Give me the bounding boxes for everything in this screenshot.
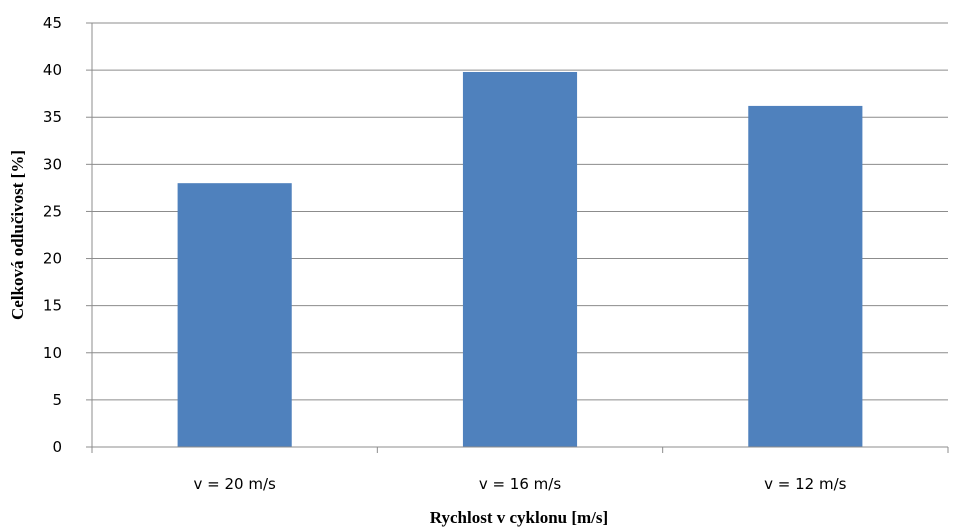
x-category-label: v = 12 m/s bbox=[764, 475, 847, 493]
y-tick-label: 35 bbox=[43, 108, 62, 126]
y-axis-title: Celková odlučivost [%] bbox=[8, 150, 27, 320]
bar bbox=[177, 183, 292, 447]
x-category-label: v = 16 m/s bbox=[479, 475, 562, 493]
y-tick-label: 10 bbox=[43, 344, 62, 362]
y-tick-label: 30 bbox=[43, 155, 62, 173]
axes bbox=[86, 22, 949, 453]
y-tick-label: 15 bbox=[43, 297, 62, 315]
bar bbox=[748, 105, 863, 447]
x-category-labels: v = 20 m/s v = 16 m/s v = 12 m/s bbox=[194, 475, 847, 493]
y-tick-label: 25 bbox=[43, 202, 62, 220]
x-category-label: v = 20 m/s bbox=[194, 475, 277, 493]
y-tick-label: 45 bbox=[43, 14, 62, 32]
y-tick-label: 40 bbox=[43, 61, 62, 79]
x-axis-title: Rychlost v cyklonu [m/s] bbox=[430, 508, 608, 527]
y-tick-label: 5 bbox=[52, 391, 62, 409]
y-tick-label: 0 bbox=[52, 438, 62, 456]
y-tick-label: 20 bbox=[43, 250, 62, 268]
bars bbox=[177, 71, 863, 448]
y-tick-labels: 0 5 10 15 20 25 30 35 40 45 bbox=[43, 14, 62, 456]
bar bbox=[462, 71, 578, 448]
